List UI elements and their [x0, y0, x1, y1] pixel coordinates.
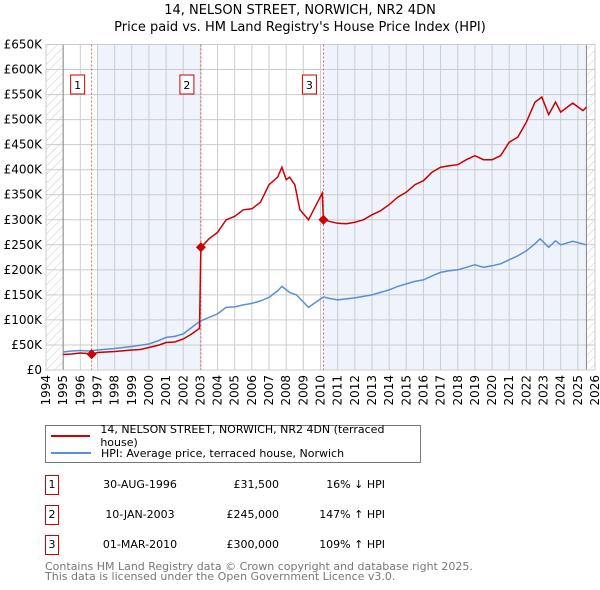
x-tick-label: 2025 — [571, 375, 585, 406]
y-tick-label: £150K — [4, 288, 44, 302]
sale-point — [86, 349, 97, 360]
hatched-region — [586, 44, 595, 370]
y-tick-label: £100K — [4, 313, 44, 327]
x-tick-label: 2014 — [382, 375, 396, 406]
sale-number-label: 1 — [74, 79, 81, 92]
y-tick-label: £650K — [4, 38, 44, 52]
y-tick-label: £600K — [4, 63, 44, 77]
legend-item-hpi: HPI: Average price, terraced house, Norw… — [46, 445, 344, 461]
sale-number-label: 3 — [306, 79, 313, 92]
y-tick-label: £300K — [4, 213, 44, 227]
y-tick-label: £50K — [11, 338, 43, 352]
hpi-series-line — [63, 237, 587, 353]
x-tick-label: 2019 — [468, 375, 482, 406]
x-tick-label: 1995 — [56, 375, 70, 406]
transaction-hpi: 147% ↑ HPI — [319, 508, 385, 521]
x-tick-label: 2024 — [554, 375, 568, 406]
x-tick-label: 2022 — [519, 375, 533, 406]
hatched-region — [46, 44, 64, 370]
x-tick-label: 2006 — [245, 375, 259, 406]
y-tick-label: £450K — [4, 138, 44, 152]
transaction-number: 3 — [45, 535, 59, 555]
y-tick-label: £400K — [4, 163, 44, 177]
x-tick-label: 2007 — [262, 375, 276, 406]
x-tick-label: 2012 — [348, 375, 362, 406]
transaction-date: 01-MAR-2010 — [102, 538, 178, 551]
transaction-row: 1 30-AUG-1996 £31,500 16% ↓ HPI — [45, 475, 445, 495]
legend: 14, NELSON STREET, NORWICH, NR2 4DN (ter… — [45, 423, 421, 463]
legend-swatch-hpi — [51, 452, 91, 454]
legend-label-hpi: HPI: Average price, terraced house, Norw… — [101, 446, 345, 460]
transaction-row: 2 10-JAN-2003 £245,000 147% ↑ HPI — [45, 505, 445, 525]
x-tick-label: 2017 — [434, 375, 448, 406]
y-tick-label: £0 — [27, 363, 42, 377]
y-tick-label: £500K — [4, 113, 44, 127]
footer-licence: This data is licensed under the Open Gov… — [45, 570, 396, 583]
x-tick-label: 2009 — [296, 375, 310, 406]
x-tick-label: 2010 — [314, 375, 328, 406]
x-tick-label: 2018 — [451, 375, 465, 406]
sale-point — [195, 242, 206, 253]
x-tick-label: 2000 — [142, 375, 156, 406]
x-tick-label: 2005 — [228, 375, 242, 406]
x-tick-label: 1999 — [125, 375, 139, 406]
shaded-region — [323, 44, 587, 370]
x-tick-label: 2013 — [365, 375, 379, 406]
chart-title-line1: 14, NELSON STREET, NORWICH, NR2 4DN — [164, 3, 436, 18]
legend-item-property: 14, NELSON STREET, NORWICH, NR2 4DN (ter… — [46, 423, 420, 449]
sale-number-box — [179, 74, 195, 95]
x-tick-label: 2003 — [193, 375, 207, 406]
transaction-row: 3 01-MAR-2010 £300,000 109% ↑ HPI — [45, 535, 445, 555]
y-tick-label: £350K — [4, 188, 44, 202]
x-tick-label: 2002 — [176, 375, 190, 406]
footer: Contains HM Land Registry data © Crown c… — [45, 560, 473, 583]
x-tick-label: 2008 — [279, 375, 293, 406]
y-tick-label: £550K — [4, 88, 44, 102]
transaction-number: 2 — [45, 505, 59, 525]
sale-number-box — [301, 74, 317, 95]
sale-number-label: 2 — [183, 79, 190, 92]
x-tick-label: 2021 — [502, 375, 516, 406]
x-tick-label: 2020 — [485, 375, 499, 406]
transaction-price: £300,000 — [226, 538, 280, 551]
transaction-price: £31,500 — [233, 478, 280, 491]
x-tick-label: 2026 — [588, 375, 600, 406]
legend-swatch-property — [51, 435, 91, 437]
x-tick-label: 1997 — [90, 375, 104, 406]
property-series-line — [63, 95, 587, 356]
transaction-date: 10-JAN-2003 — [105, 508, 175, 521]
y-tick-label: £250K — [4, 238, 44, 252]
footer-copyright: Contains HM Land Registry data © Crown c… — [45, 560, 473, 573]
plot-frame — [45, 44, 596, 371]
transaction-hpi: 16% ↓ HPI — [326, 478, 385, 491]
x-tick-label: 2015 — [399, 375, 413, 406]
x-tick-label: 2023 — [537, 375, 551, 406]
x-tick-label: 1996 — [73, 375, 87, 406]
x-tick-label: 1994 — [39, 375, 53, 406]
sale-point — [318, 214, 329, 225]
x-tick-label: 2004 — [211, 375, 225, 406]
x-tick-label: 2001 — [159, 375, 173, 406]
x-tick-label: 2016 — [416, 375, 430, 406]
transaction-date: 30-AUG-1996 — [103, 478, 177, 491]
chart-title-line2: Price paid vs. HM Land Registry's House … — [114, 20, 486, 35]
transaction-price: £245,000 — [226, 508, 280, 521]
transaction-hpi: 109% ↑ HPI — [319, 538, 385, 551]
x-tick-label: 1998 — [108, 375, 122, 406]
y-tick-label: £200K — [4, 263, 44, 277]
legend-label-property: 14, NELSON STREET, NORWICH, NR2 4DN (ter… — [100, 423, 385, 449]
x-tick-label: 2011 — [331, 375, 345, 406]
transaction-number: 1 — [45, 475, 59, 495]
sale-number-box — [70, 74, 86, 95]
